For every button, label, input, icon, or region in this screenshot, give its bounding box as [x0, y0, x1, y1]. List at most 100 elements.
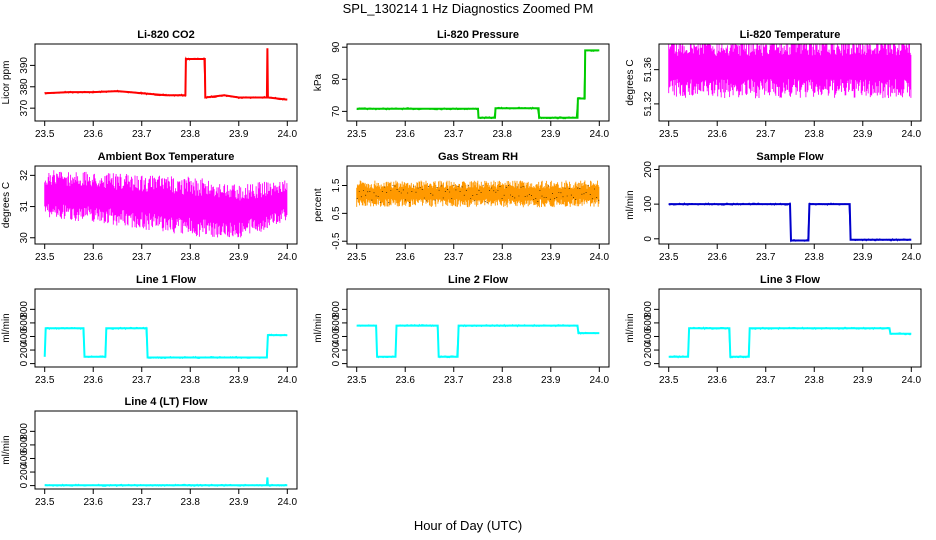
x-tick-label: 24.0: [590, 252, 610, 263]
plot-frame: [346, 165, 610, 245]
x-tick-label: 23.7: [444, 129, 464, 140]
series-noise: [356, 323, 600, 359]
series-line: [43, 327, 288, 359]
x-tick-label: 23.9: [229, 252, 249, 263]
y-tick-label: 51.32: [643, 91, 654, 116]
x-tick-label: 23.9: [229, 497, 249, 508]
chart-panel: Li-820 CO2 23.5 23.6 23.7 23.8 23.9 24.0 370 380…: [1, 29, 298, 140]
series-noise: [45, 326, 288, 360]
y-axis-label: percent: [313, 188, 324, 222]
x-tick-label: 23.8: [805, 252, 825, 263]
plot-data: [668, 202, 912, 243]
plot-data: [44, 48, 288, 101]
x-tick-label: 23.8: [805, 375, 825, 386]
y-axis-label: Licor ppm: [1, 61, 12, 105]
x-tick-label: 23.5: [347, 252, 367, 263]
series-band: [44, 170, 288, 238]
x-tick-label: 23.6: [83, 252, 103, 263]
x-tick-label: 23.9: [229, 375, 249, 386]
x-tick-label: 23.8: [493, 375, 513, 386]
x-tick-label: 23.6: [83, 129, 103, 140]
x-tick-label: 23.7: [756, 252, 776, 263]
y-axis-label: ml/min: [625, 190, 636, 219]
x-tick-label: 23.8: [181, 129, 201, 140]
x-tick-label: 23.5: [347, 375, 367, 386]
chart-title: Line 3 Flow: [760, 274, 820, 286]
series-noise: [356, 49, 599, 120]
series-band: [356, 180, 600, 208]
x-tick-label: 24.0: [902, 129, 922, 140]
y-axis-label: ml/min: [1, 313, 12, 342]
plot-frame: [346, 43, 610, 122]
chart-title: Sample Flow: [756, 151, 824, 163]
x-tick-label: 24.0: [278, 375, 298, 386]
y-tick-label: 800: [643, 301, 654, 318]
plot-frame: [658, 43, 922, 122]
y-axis-label: ml/min: [313, 313, 324, 342]
x-tick-label: 23.6: [707, 252, 727, 263]
plot-data: [44, 170, 288, 238]
plot-frame: [34, 43, 298, 122]
x-tick-label: 23.9: [853, 252, 873, 263]
x-tick-label: 23.7: [132, 497, 152, 508]
y-tick-label: 30: [19, 232, 30, 244]
x-tick-label: 24.0: [902, 252, 922, 263]
series-line: [356, 49, 600, 119]
series-line: [44, 477, 288, 487]
series-noise: [668, 202, 911, 243]
y-tick-label: 0: [643, 360, 654, 366]
chart-title: Line 1 Flow: [136, 274, 196, 286]
y-tick-label: 0.5: [331, 206, 342, 220]
x-tick-label: 23.6: [395, 375, 415, 386]
x-tick-label: 23.7: [756, 375, 776, 386]
y-tick-label: 200: [19, 463, 30, 480]
y-tick-label: 600: [19, 314, 30, 331]
chart-panel: Sample Flow 23.5 23.6 23.7 23.8 23.9 24.0 0 100 2…: [625, 151, 922, 263]
chart-panel: Li-820 Pressure 23.5 23.6 23.7 23.8 23.9 24.0 7…: [313, 29, 610, 140]
y-axis-label: ml/min: [1, 435, 12, 464]
x-tick-label: 23.6: [395, 129, 415, 140]
x-tick-label: 23.5: [35, 375, 55, 386]
plot-data: [43, 326, 288, 360]
y-tick-label: 400: [643, 328, 654, 345]
plot-frame: [346, 288, 610, 368]
x-tick-label: 23.7: [132, 252, 152, 263]
chart-panel: Ambient Box Temperature 23.5 23.6 23.7 23.8 2…: [1, 151, 298, 263]
chart-panel: Li-820 Temperature 23.5 23.6 23.7 23.8 23.9 24…: [625, 29, 922, 140]
y-tick-label: 600: [643, 314, 654, 331]
series-noise: [44, 483, 287, 488]
x-tick-label: 23.6: [395, 252, 415, 263]
x-tick-label: 23.5: [35, 497, 55, 508]
y-tick-label: 800: [19, 301, 30, 318]
y-tick-label: 80: [331, 73, 342, 85]
x-tick-label: 23.8: [181, 497, 201, 508]
chart-panel: Line 2 Flow 23.5 23.6 23.7 23.8 23.9 24.0 0 2004…: [313, 274, 610, 386]
x-tick-label: 23.7: [132, 375, 152, 386]
plot-frame: [658, 288, 922, 368]
x-tick-label: 23.8: [493, 129, 513, 140]
chart-panel: Line 4 (LT) Flow 23.5 23.6 23.7 23.8 23.9 24.0…: [1, 396, 298, 508]
x-tick-label: 23.9: [853, 129, 873, 140]
plot-frame: [34, 410, 298, 490]
y-tick-label: 51.36: [643, 57, 654, 82]
series-dots: [356, 184, 600, 204]
y-tick-label: 400: [19, 328, 30, 345]
y-tick-label: 31: [19, 201, 30, 213]
y-tick-label: 380: [19, 78, 30, 95]
x-tick-label: 23.5: [35, 252, 55, 263]
y-tick-label: 600: [19, 436, 30, 453]
x-tick-label: 23.7: [444, 375, 464, 386]
x-tick-label: 24.0: [590, 375, 610, 386]
x-tick-label: 23.6: [707, 375, 727, 386]
x-tick-label: 24.0: [902, 375, 922, 386]
y-tick-label: 90: [331, 41, 342, 53]
plot-frame: [658, 165, 922, 245]
y-tick-label: 400: [19, 450, 30, 467]
x-tick-label: 23.6: [707, 129, 727, 140]
x-tick-label: 24.0: [278, 129, 298, 140]
y-tick-label: 100: [643, 195, 654, 212]
chart-title: Ambient Box Temperature: [98, 151, 235, 163]
x-tick-label: 23.5: [35, 129, 55, 140]
chart-panel: Gas Stream RH 23.5 23.6 23.7 23.8 23.9 24.0 -0.…: [313, 151, 610, 263]
